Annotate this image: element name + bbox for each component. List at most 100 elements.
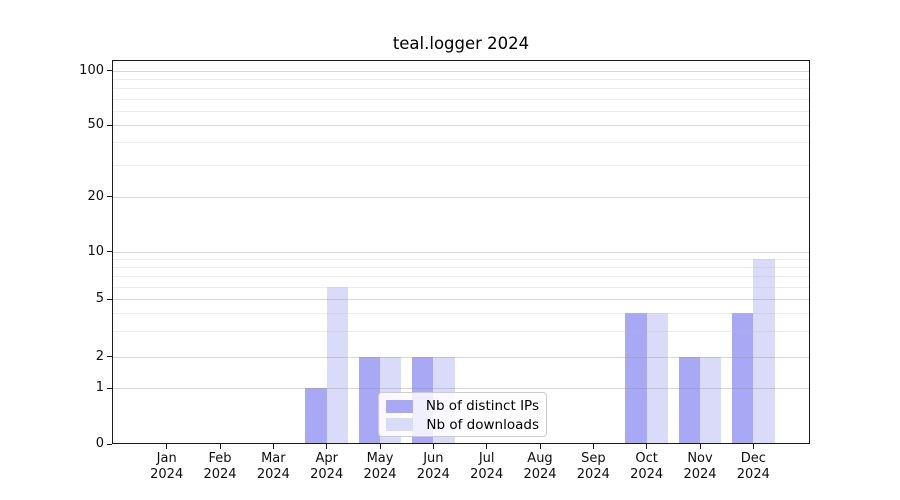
bar-downloads-oct	[646, 313, 668, 444]
x-tick-label-apr: Apr 2024	[291, 451, 363, 482]
gridline-minor-30	[113, 164, 809, 166]
x-tick-month: Nov	[687, 451, 713, 466]
gridline-minor-7	[113, 276, 809, 278]
x-tick-month: Jul	[478, 451, 495, 466]
x-tick-label-aug: Aug 2024	[504, 451, 576, 482]
plot-area	[113, 61, 809, 444]
bar-distinct-ips-apr	[305, 388, 327, 444]
bar-downloads-dec	[753, 258, 775, 444]
x-tick-year: 2024	[736, 466, 770, 482]
y-tick-label-2: 2	[95, 348, 104, 364]
gridline-major-5	[113, 299, 809, 301]
x-tick-mark-nov	[699, 444, 701, 449]
x-tick-mark-apr	[326, 444, 328, 449]
x-tick-month: Mar	[261, 451, 286, 466]
x-tick-label-mar: Mar 2024	[237, 451, 309, 482]
gridline-minor-70	[113, 98, 809, 100]
x-tick-year: 2024	[683, 466, 717, 482]
gridline-minor-8	[113, 267, 809, 269]
y-tick-mark-20	[107, 196, 112, 198]
x-tick-year: 2024	[363, 466, 397, 482]
x-tick-year: 2024	[576, 466, 610, 482]
bar-distinct-ips-oct	[625, 313, 647, 444]
x-tick-year: 2024	[150, 466, 184, 482]
legend-label-downloads: Nb of downloads	[426, 416, 539, 433]
x-tick-year: 2024	[310, 466, 344, 482]
x-tick-mark-dec	[752, 444, 755, 449]
x-tick-year: 2024	[630, 466, 664, 482]
x-tick-label-sep: Sep 2024	[557, 451, 629, 482]
bar-downloads-nov	[700, 356, 722, 444]
x-tick-label-nov: Nov 2024	[664, 451, 736, 482]
y-tick-label-0: 0	[95, 436, 104, 451]
gridline-major-20	[113, 196, 809, 198]
bar-distinct-ips-may	[358, 356, 381, 444]
gridline-major-50	[113, 125, 809, 126]
x-tick-mark-jan	[166, 444, 168, 449]
gridline-minor-9	[113, 258, 809, 260]
x-tick-label-jun: Jun 2024	[397, 451, 469, 482]
y-tick-mark-100	[107, 70, 112, 72]
y-tick-mark-5	[107, 298, 112, 301]
x-tick-year: 2024	[470, 466, 504, 482]
chart-title: teal.logger 2024	[392, 34, 530, 53]
x-tick-year: 2024	[256, 466, 290, 482]
y-tick-label-5: 5	[95, 291, 104, 307]
y-tick-mark-10	[107, 251, 112, 253]
y-tick-mark-0	[107, 443, 112, 445]
legend-swatch-distinct-ips	[386, 399, 413, 413]
x-tick-month: Jun	[423, 451, 444, 466]
x-tick-mark-feb	[219, 444, 221, 449]
x-tick-label-oct: Oct 2024	[611, 451, 683, 482]
y-tick-label-100: 100	[79, 62, 104, 78]
legend-label-distinct-ips: Nb of distinct IPs	[425, 398, 539, 414]
gridline-minor-90	[113, 78, 809, 80]
x-tick-mark-mar	[272, 444, 275, 449]
x-tick-label-may: May 2024	[344, 451, 416, 482]
legend-entry-downloads: Nb of downloads	[386, 416, 539, 433]
y-tick-mark-2	[107, 356, 112, 358]
gridline-minor-60	[113, 110, 809, 112]
legend-entry-distinct-ips: Nb of distinct IPs	[386, 398, 539, 414]
bar-downloads-apr	[326, 286, 348, 444]
gridline-minor-40	[113, 142, 809, 144]
x-tick-label-jul: Jul 2024	[451, 451, 523, 482]
x-tick-month: Apr	[315, 451, 338, 466]
bar-distinct-ips-dec	[732, 313, 754, 444]
gridline-minor-80	[113, 88, 809, 90]
x-tick-mark-jun	[432, 444, 435, 449]
x-tick-year: 2024	[416, 466, 450, 482]
y-tick-mark-50	[107, 124, 112, 126]
y-tick-mark-1	[107, 387, 112, 390]
y-tick-label-10: 10	[87, 243, 104, 259]
gridline-major-100	[113, 70, 809, 72]
x-tick-month: May	[366, 451, 394, 466]
x-tick-month: Aug	[527, 451, 553, 466]
y-tick-label-50: 50	[87, 117, 104, 132]
x-tick-label-dec: Dec 2024	[717, 451, 789, 482]
legend-swatch-downloads	[386, 418, 413, 431]
x-tick-mark-sep	[592, 444, 595, 449]
gridline-major-10	[113, 251, 809, 253]
y-tick-label-20: 20	[87, 188, 104, 204]
x-tick-month: Jan	[156, 451, 177, 466]
x-tick-mark-oct	[646, 444, 648, 449]
x-tick-mark-aug	[539, 444, 541, 449]
bar-distinct-ips-nov	[678, 356, 700, 444]
gridline-minor-6	[113, 286, 809, 288]
legend: Nb of distinct IPs Nb of downloads	[378, 392, 547, 437]
x-tick-month: Feb	[208, 451, 232, 466]
x-tick-month: Sep	[581, 451, 606, 466]
gridline-minor-3	[113, 331, 809, 333]
x-tick-mark-jul	[486, 444, 488, 449]
x-tick-mark-may	[379, 444, 381, 449]
x-tick-month: Oct	[635, 451, 658, 466]
gridline-minor-4	[113, 313, 809, 315]
x-tick-label-jan: Jan 2024	[131, 451, 203, 482]
y-tick-label-1: 1	[95, 380, 104, 396]
x-tick-label-feb: Feb 2024	[184, 451, 256, 482]
x-tick-year: 2024	[203, 466, 237, 482]
x-tick-year: 2024	[523, 466, 557, 482]
x-tick-month: Dec	[740, 451, 766, 466]
